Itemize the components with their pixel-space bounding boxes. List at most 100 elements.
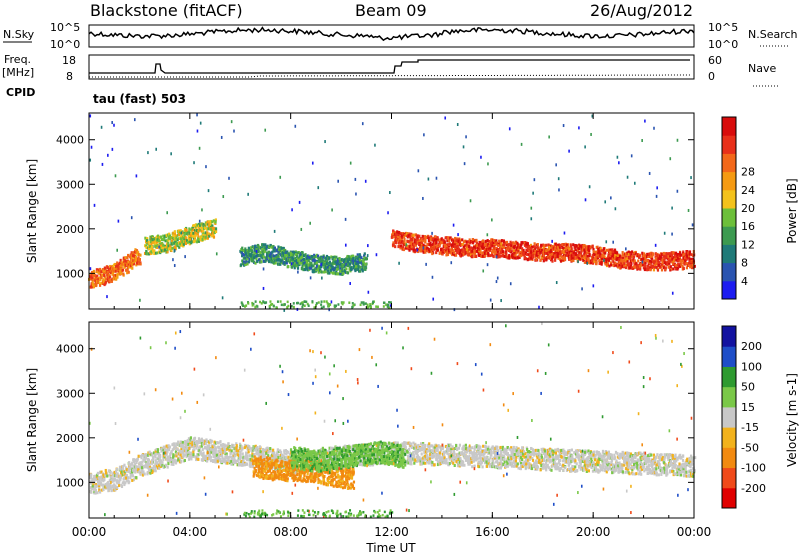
scatter-cell <box>262 252 265 256</box>
scatter-cell <box>557 249 561 253</box>
scatter-cell <box>115 265 118 269</box>
scatter-cell <box>92 273 95 277</box>
scatter-cell <box>200 444 203 448</box>
scatter-cell <box>209 219 212 223</box>
scatter-cell <box>258 258 261 262</box>
scatter-cell <box>175 241 179 245</box>
scatter-cell <box>562 253 566 257</box>
scatter-cell <box>127 270 130 274</box>
scatter-cell <box>177 229 180 233</box>
scatter-cell <box>217 441 220 445</box>
scatter-cell <box>137 251 140 255</box>
power-x-axis <box>88 113 695 309</box>
scatter-cell <box>100 270 103 274</box>
scatter-cell <box>147 451 150 455</box>
scatter-cell <box>156 244 159 248</box>
scatter-cell <box>612 253 615 257</box>
scatter-cell <box>110 279 113 283</box>
ground-scatter-cell <box>279 300 282 303</box>
scatter-cell <box>272 261 275 265</box>
scatter-cell <box>519 246 522 250</box>
ground-scatter-cell <box>337 303 340 306</box>
noise-speckle <box>653 126 655 130</box>
scatter-cell <box>618 258 621 262</box>
scatter-cell <box>599 257 602 261</box>
scatter-cell <box>418 247 422 251</box>
scatter-cell <box>185 238 189 242</box>
scatter-cell <box>280 261 283 265</box>
scatter-cell <box>92 482 95 486</box>
scatter-cell <box>330 255 333 259</box>
scatter-cell <box>529 247 533 251</box>
scatter-cell <box>628 266 631 270</box>
scatter-cell <box>277 250 280 254</box>
scatter-cell <box>231 443 234 447</box>
scatter-cell <box>304 265 307 269</box>
scatter-cell <box>494 240 497 244</box>
noise-speckle <box>584 145 586 149</box>
noise-speckle <box>283 308 286 312</box>
scatter-cell <box>325 260 329 264</box>
scatter-cell <box>438 243 441 247</box>
scatter-cell <box>184 239 188 243</box>
scatter-cell <box>130 258 133 262</box>
noise-speckle <box>533 178 536 182</box>
scatter-cell <box>107 489 110 493</box>
scatter-cell <box>132 478 135 482</box>
scatter-cell <box>692 265 695 269</box>
scatter-cell <box>91 487 94 491</box>
scatter-cell <box>521 247 524 251</box>
scatter-cell <box>192 450 195 454</box>
scatter-cell <box>448 249 451 253</box>
scatter-cell <box>241 246 244 250</box>
noise-speckle <box>669 157 672 161</box>
noise-speckle <box>555 281 558 285</box>
ground-scatter-cell <box>301 303 304 306</box>
scatter-cell <box>192 234 195 238</box>
scatter-cell <box>133 249 137 253</box>
scatter-cell <box>256 445 259 449</box>
scatter-cell <box>262 259 266 263</box>
scatter-cell <box>155 240 159 244</box>
scatter-cell <box>114 269 117 273</box>
colorbar-tick-label: 16 <box>741 220 755 233</box>
scatter-cell <box>129 473 133 477</box>
scatter-cell <box>145 252 148 256</box>
scatter-cell <box>556 254 559 258</box>
colorbar-tick-label: 20 <box>741 202 755 215</box>
scatter-cell <box>262 448 265 452</box>
scatter-cell <box>190 439 193 443</box>
scatter-cell <box>132 465 136 469</box>
scatter-cell <box>288 260 292 264</box>
scatter-cell <box>337 272 340 276</box>
scatter-cell <box>604 251 607 255</box>
scatter-cell <box>560 255 563 259</box>
scatter-cell <box>234 449 237 453</box>
scatter-cell <box>115 480 118 484</box>
scatter-cell <box>588 249 591 253</box>
scatter-cell <box>113 477 116 481</box>
scatter-cell <box>296 263 299 267</box>
scatter-cell <box>276 467 280 471</box>
scatter-cell <box>136 252 139 256</box>
scatter-cell <box>172 231 175 235</box>
scatter-cell <box>111 277 114 281</box>
scatter-cell <box>228 448 231 452</box>
scatter-cell <box>595 257 598 261</box>
scatter-cell <box>135 251 138 255</box>
scatter-cell <box>246 454 249 458</box>
scatter-cell <box>336 267 339 271</box>
colorbar-swatch <box>722 117 736 136</box>
scatter-cell <box>121 465 124 469</box>
scatter-cell <box>106 474 109 478</box>
scatter-cell <box>183 232 186 236</box>
scatter-cell <box>493 250 497 254</box>
noise-speckle <box>264 128 267 132</box>
scatter-cell <box>278 459 281 463</box>
scatter-cell <box>644 254 648 258</box>
scatter-cell <box>179 237 183 241</box>
scatter-cell <box>625 263 628 267</box>
scatter-cell <box>547 251 550 255</box>
scatter-cell <box>614 261 617 265</box>
scatter-cell <box>652 264 655 268</box>
